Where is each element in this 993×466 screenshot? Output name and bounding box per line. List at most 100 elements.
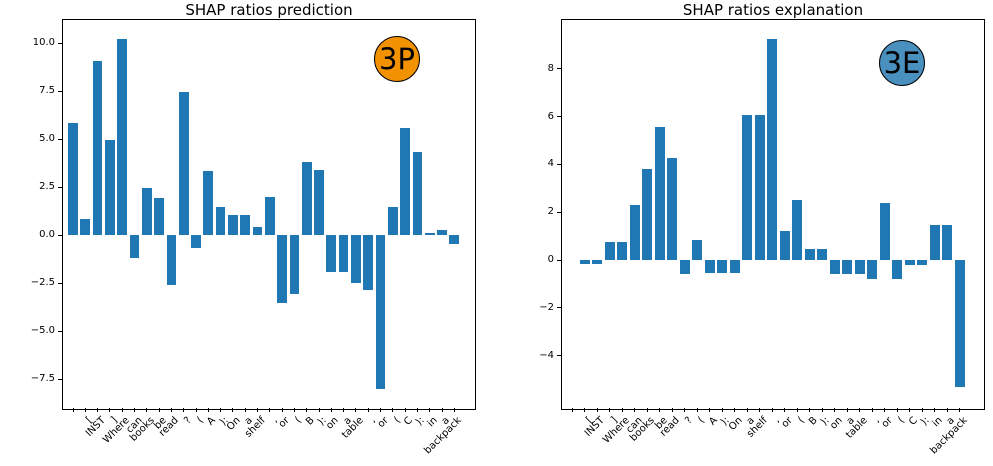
- shap-bar: [215, 206, 226, 236]
- x-axis-tick: [596, 408, 598, 412]
- x-axis-tick: [158, 408, 160, 412]
- explanation-chart-title: SHAP ratios explanation: [682, 1, 864, 19]
- y-axis-tick-label: −2: [539, 301, 554, 313]
- y-axis-tick: [557, 259, 561, 261]
- shap-bar: [917, 260, 927, 265]
- y-axis-tick: [557, 116, 561, 118]
- shap-bar: [351, 235, 361, 284]
- x-axis-tick: [146, 408, 148, 412]
- y-axis-tick-label: 0: [547, 254, 554, 265]
- shap-bar: [141, 188, 152, 236]
- shap-bar: [679, 260, 690, 275]
- shap-bar: [129, 235, 140, 259]
- prediction-chart-title: SHAP ratios prediction: [185, 1, 353, 19]
- y-axis-tick: [58, 378, 62, 380]
- x-axis-tick: [584, 408, 585, 412]
- shap-bar: [252, 226, 263, 236]
- shap-bar: [338, 235, 349, 272]
- shap-bar: [264, 196, 275, 236]
- y-axis-tick: [557, 163, 561, 165]
- x-axis-tick: [659, 408, 660, 412]
- x-axis-tick: [646, 408, 648, 412]
- shap-bar: [942, 225, 952, 260]
- x-axis-tick: [884, 408, 885, 412]
- shap-bar: [904, 260, 915, 265]
- x-axis-tick: [429, 408, 431, 412]
- shap-bar: [228, 215, 238, 236]
- prediction-axes: 3P 10.0 7.5 5.0 2.5 0.0 −2.5 −5.0 −7.5[INST] Whe…: [31, 19, 476, 456]
- x-axis-tick: [571, 408, 573, 412]
- x-axis-tick: [896, 408, 898, 412]
- shap-bar: [154, 197, 164, 236]
- shap-bar: [867, 260, 877, 280]
- shap-bar: [387, 206, 398, 236]
- x-axis-tick: [306, 408, 308, 412]
- x-axis-tick: [859, 408, 860, 412]
- x-axis-tick: [734, 408, 735, 412]
- shap-bar: [68, 122, 78, 236]
- x-axis-tick: [97, 408, 99, 412]
- y-axis-tick-label: −4: [539, 349, 554, 361]
- shap-bar: [424, 233, 435, 236]
- x-axis-tick: [709, 408, 710, 412]
- shap-bar: [642, 169, 652, 260]
- y-axis-tick-label: 10.0: [32, 37, 55, 49]
- x-axis-tick: [921, 408, 923, 412]
- shap-bar: [375, 235, 386, 389]
- shap-bar: [617, 242, 627, 260]
- y-axis-tick-label: −7.5: [30, 373, 55, 385]
- shap-bar: [604, 242, 615, 260]
- x-axis-tick: [634, 408, 635, 412]
- x-axis-tick: [684, 408, 685, 412]
- x-axis-tick: [220, 408, 222, 412]
- shap-bar: [412, 151, 423, 236]
- x-axis-tick: [771, 408, 773, 412]
- shap-bar: [277, 235, 287, 304]
- prediction-badge-3p: 3P: [374, 36, 420, 82]
- x-axis-tick: [232, 408, 234, 412]
- y-axis-tick-label: 2.5: [39, 181, 55, 193]
- shap-bar: [301, 162, 312, 236]
- x-axis-tick: [871, 408, 873, 412]
- shap-bar: [178, 92, 189, 236]
- y-axis-tick: [557, 68, 561, 70]
- y-axis-tick: [58, 234, 62, 236]
- shap-bar: [779, 231, 790, 260]
- x-axis-tick: [759, 408, 760, 412]
- x-axis-tick: [784, 408, 785, 412]
- shap-bar: [449, 235, 460, 244]
- explanation-badge-3e: 3E: [879, 40, 925, 86]
- shap-bar: [717, 260, 727, 274]
- x-axis-tick: [453, 408, 455, 412]
- y-axis-tick: [557, 355, 561, 357]
- shap-bar: [892, 260, 902, 280]
- x-axis-tick: [244, 408, 246, 412]
- x-axis-tick: [134, 408, 135, 412]
- y-axis-tick-label: −5.0: [30, 325, 55, 337]
- x-axis-tick: [909, 408, 910, 412]
- x-axis-tick: [84, 408, 86, 412]
- y-axis-tick: [58, 42, 62, 44]
- x-axis-tick: [404, 408, 406, 412]
- shap-bar: [829, 260, 840, 275]
- shap-bar: [817, 249, 827, 260]
- shap-bar: [166, 235, 177, 286]
- shap-bar: [80, 218, 91, 236]
- x-axis-tick: [183, 408, 185, 412]
- shap-bar: [437, 229, 447, 236]
- shap-bar: [742, 115, 752, 260]
- y-axis-tick: [58, 138, 62, 140]
- shap-bar: [854, 260, 865, 275]
- x-axis-tick: [441, 408, 443, 412]
- y-axis-tick-label: 8: [547, 62, 554, 74]
- y-axis-tick-label: 4: [547, 158, 554, 170]
- shap-bar: [326, 235, 337, 272]
- x-axis-tick: [269, 408, 271, 412]
- shap-bar: [842, 260, 852, 275]
- x-axis-tick: [293, 408, 295, 412]
- shap-bar: [667, 158, 677, 260]
- shap-bar: [767, 38, 777, 260]
- x-axis-tick: [257, 408, 258, 412]
- x-axis-tick: [355, 408, 357, 412]
- x-axis-tick: [121, 408, 123, 412]
